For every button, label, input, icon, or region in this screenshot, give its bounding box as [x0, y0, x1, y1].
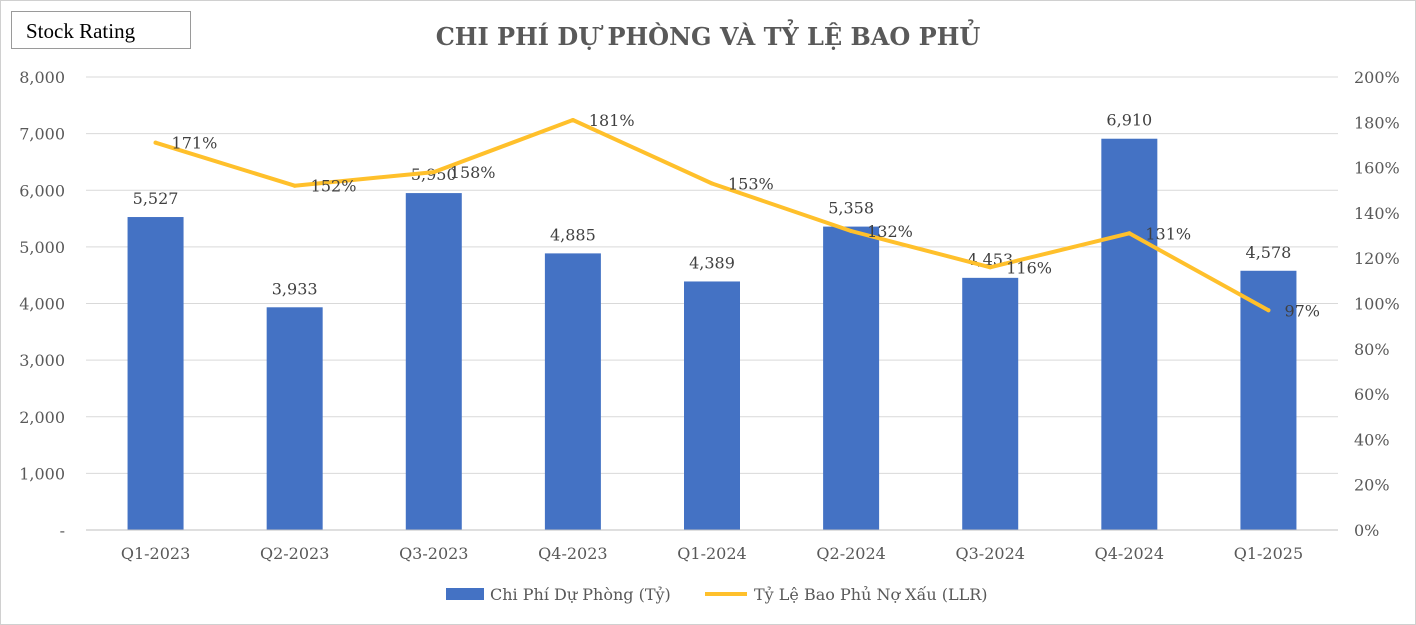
bar — [127, 217, 184, 530]
x-tick-label: Q3-2024 — [956, 544, 1025, 563]
y-right-tick-label: 0% — [1354, 521, 1379, 540]
bar-data-label: 5,358 — [828, 199, 874, 218]
x-tick-label: Q4-2023 — [538, 544, 607, 563]
y-left-tick-label: 7,000 — [19, 125, 65, 144]
y-right-tick-label: 120% — [1354, 249, 1400, 268]
bar-data-label: 4,389 — [689, 253, 735, 272]
legend-label-bar: Chi Phí Dự Phòng (Tỷ) — [490, 585, 671, 604]
bar — [1101, 138, 1158, 530]
bar-data-label: 6,910 — [1106, 111, 1152, 130]
bar — [962, 277, 1019, 530]
stock-rating-badge: Stock Rating — [11, 11, 191, 49]
left-axis: - 1,000 2,000 3,000 4,000 5,000 6,000 7,000 8,00… — [19, 68, 65, 540]
y-left-tick-label: 6,000 — [19, 181, 65, 200]
line-data-label: 153% — [728, 174, 774, 193]
y-right-tick-label: 200% — [1354, 68, 1400, 87]
line-data-label: 152% — [311, 177, 357, 196]
x-axis: Q1-2023 Q2-2023 Q3-2023 Q4-2023 Q1-2024 Q2-20… — [86, 529, 1338, 563]
y-left-tick-label: 8,000 — [19, 68, 65, 87]
y-right-tick-label: 20% — [1354, 476, 1390, 495]
y-right-tick-label: 100% — [1354, 295, 1400, 314]
line-point — [153, 140, 158, 145]
x-tick-label: Q1-2023 — [121, 544, 190, 563]
line-series: 171% 152% 158% 181% 153% 132% 116% 131% 97% — [153, 111, 1320, 320]
y-left-tick-label: 5,000 — [19, 238, 65, 257]
line-data-label: 171% — [172, 134, 218, 153]
y-right-tick-label: 60% — [1354, 385, 1390, 404]
y-left-tick-label: - — [60, 521, 65, 540]
y-right-tick-label: 40% — [1354, 430, 1390, 449]
bar-data-label: 5,527 — [133, 189, 179, 208]
legend-label-line: Tỷ Lệ Bao Phủ Nợ Xấu (LLR) — [754, 585, 988, 604]
line-point — [570, 118, 575, 123]
bar-data-label: 3,933 — [272, 279, 318, 298]
x-tick-label: Q2-2023 — [260, 544, 329, 563]
line-point — [710, 181, 714, 186]
line-data-label: 97% — [1284, 301, 1320, 320]
x-tick-label: Q2-2024 — [816, 544, 885, 563]
y-right-tick-label: 160% — [1354, 159, 1400, 178]
bar-data-label: 4,885 — [550, 225, 596, 244]
legend-swatch-bar — [446, 588, 484, 600]
line-data-label: 181% — [589, 111, 635, 130]
y-left-tick-label: 4,000 — [19, 295, 65, 314]
line-data-label: 158% — [450, 163, 496, 182]
y-right-tick-label: 80% — [1354, 340, 1390, 359]
bar-series: 5,5273,9335,9504,8854,3895,3584,4536,910… — [127, 111, 1297, 531]
x-tick-label: Q3-2023 — [399, 544, 468, 563]
chart-title: CHI PHÍ DỰ PHÒNG VÀ TỶ LỆ BAO PHỦ — [436, 19, 981, 51]
x-tick-label: Q4-2024 — [1095, 544, 1164, 563]
line-point — [431, 170, 436, 175]
right-axis: 0% 20% 40% 60% 80% 100% 120% 140% 160% 180% 200% — [1354, 68, 1400, 540]
line-point — [988, 265, 993, 270]
y-right-tick-label: 180% — [1354, 113, 1400, 132]
bar — [823, 226, 880, 530]
y-left-tick-label: 2,000 — [19, 408, 65, 427]
line-data-label: 116% — [1006, 258, 1052, 277]
x-tick-label: Q1-2024 — [677, 544, 746, 563]
line-data-label: 132% — [867, 222, 913, 241]
line-point — [849, 229, 854, 234]
bar — [544, 253, 601, 530]
y-left-tick-label: 1,000 — [19, 464, 65, 483]
y-right-tick-label: 140% — [1354, 204, 1400, 223]
line-point — [292, 183, 297, 188]
line-point — [1266, 308, 1271, 313]
line-data-label: 131% — [1145, 224, 1191, 243]
bar — [684, 281, 740, 530]
bar-data-label: 4,578 — [1246, 243, 1292, 262]
line-point — [1127, 231, 1132, 236]
bar — [405, 193, 462, 531]
y-left-tick-label: 3,000 — [19, 351, 65, 370]
legend: Chi Phí Dự Phòng (Tỷ) Tỷ Lệ Bao Phủ Nợ Xấ… — [446, 585, 988, 604]
bar — [266, 307, 323, 530]
bar — [1240, 270, 1297, 530]
x-tick-label: Q1-2025 — [1234, 544, 1303, 563]
